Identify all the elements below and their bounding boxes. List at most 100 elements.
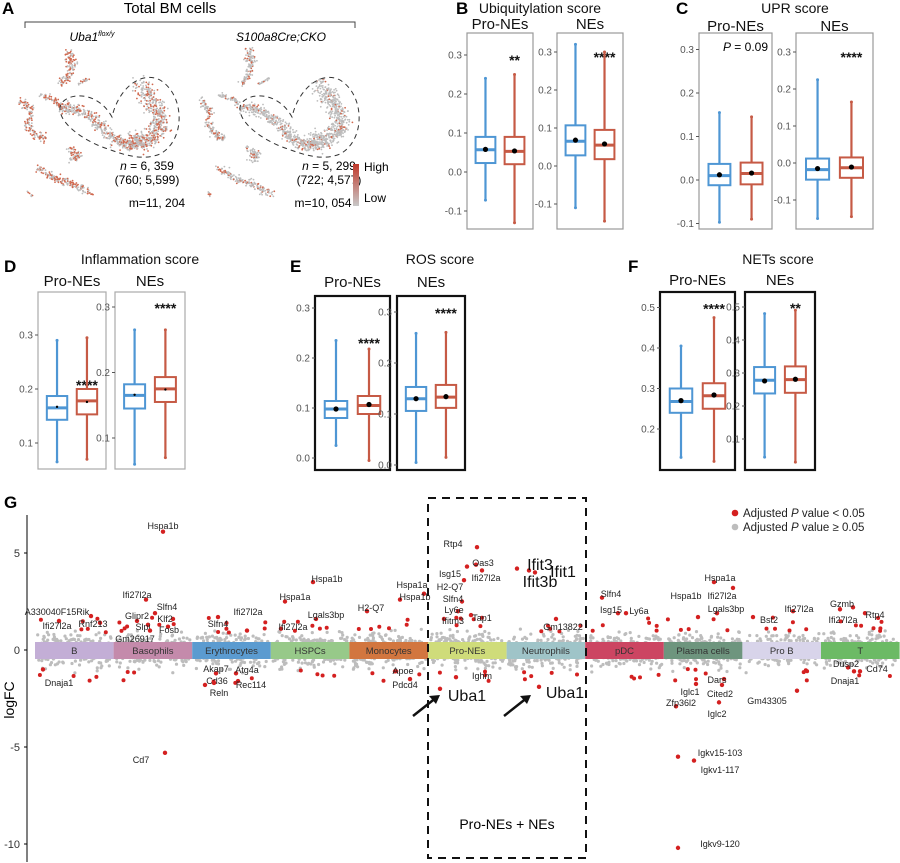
nonsignificant-point bbox=[317, 662, 321, 667]
nonsignificant-point bbox=[84, 638, 89, 642]
umap-cell-point bbox=[55, 99, 58, 101]
umap-cell-point bbox=[155, 111, 158, 114]
panel-letter-g: G bbox=[4, 493, 17, 512]
umap-cell-point bbox=[334, 94, 337, 97]
box-cko bbox=[434, 330, 458, 459]
umap-cell-point bbox=[24, 128, 27, 131]
outlier-point bbox=[85, 457, 89, 461]
umap-cell-point bbox=[320, 146, 323, 149]
umap-cell-point bbox=[114, 140, 116, 143]
umap-cell-point bbox=[341, 117, 344, 120]
umap-cell-point bbox=[226, 98, 229, 101]
umap-cell-point bbox=[333, 137, 336, 140]
umap-cell-point bbox=[147, 150, 149, 152]
y-tick-label: 0.2 bbox=[777, 85, 791, 96]
umap-cell-point bbox=[218, 137, 221, 139]
mean-point bbox=[716, 172, 723, 178]
umap-cell-point bbox=[148, 81, 151, 84]
nonsignificant-point bbox=[366, 638, 371, 642]
umap-cell-point bbox=[165, 126, 168, 128]
umap-cell-point bbox=[143, 94, 146, 97]
umap-cell-point bbox=[157, 130, 160, 133]
umap-cell-point bbox=[74, 159, 77, 162]
mean-point bbox=[85, 400, 89, 404]
nonsignificant-point bbox=[325, 630, 329, 635]
umap-cell-point bbox=[43, 95, 46, 98]
umap-cell-point bbox=[159, 98, 162, 101]
umap-cell-point bbox=[62, 81, 65, 84]
umap-cell-point bbox=[26, 101, 29, 104]
umap-cell-point bbox=[154, 136, 157, 139]
colorbar-low-label: Low bbox=[364, 191, 386, 205]
umap-cell-point bbox=[292, 135, 295, 138]
umap-cell-point bbox=[72, 156, 75, 159]
umap-cell-point bbox=[286, 140, 288, 142]
umap-cell-point bbox=[336, 103, 339, 105]
umap-cell-point bbox=[54, 97, 57, 99]
umap-cell-point bbox=[69, 182, 72, 185]
umap-cell-point bbox=[43, 142, 45, 144]
umap-cell-point bbox=[312, 149, 315, 151]
umap-cell-point bbox=[134, 87, 137, 90]
umap-cell-point bbox=[263, 107, 266, 109]
panel-a-header: Total BM cells bbox=[124, 0, 217, 17]
umap-cell-point bbox=[246, 159, 248, 161]
nonsignificant-point bbox=[477, 632, 481, 636]
umap-cell-point bbox=[345, 121, 348, 124]
umap-cell-point bbox=[137, 93, 140, 96]
umap-cell-point bbox=[129, 139, 132, 142]
umap-cell-point bbox=[338, 96, 341, 99]
umap-cell-point bbox=[257, 115, 260, 118]
umap-cell-point bbox=[153, 89, 156, 92]
umap-cell-point bbox=[139, 84, 142, 86]
nonsignificant-point bbox=[306, 662, 310, 666]
nonsignificant-point bbox=[435, 632, 439, 636]
panel-letter-f: F bbox=[628, 257, 638, 276]
box-cko bbox=[503, 73, 526, 225]
umap-cell-point bbox=[121, 138, 124, 141]
umap-cell-point bbox=[105, 128, 107, 131]
umap-cell-point bbox=[250, 55, 252, 58]
umap-cell-point bbox=[67, 72, 69, 75]
umap-cell-point bbox=[265, 193, 267, 196]
umap-cell-point bbox=[68, 106, 70, 109]
umap-cell-point bbox=[342, 121, 345, 124]
plot-frame bbox=[466, 32, 534, 230]
umap-cell-point bbox=[336, 142, 339, 144]
umap-cell-point bbox=[153, 93, 156, 96]
umap-cell-point bbox=[276, 122, 279, 125]
umap-cell-point bbox=[238, 101, 241, 104]
outlier-point bbox=[750, 217, 754, 221]
umap-cell-point bbox=[255, 153, 258, 156]
umap-cell-point bbox=[165, 118, 168, 121]
umap-cell-point bbox=[208, 195, 211, 198]
umap-cell-point bbox=[248, 114, 251, 117]
umap-cell-point bbox=[136, 97, 138, 100]
umap-cell-point bbox=[144, 141, 147, 144]
umap-cell-point bbox=[219, 94, 221, 96]
umap-cell-point bbox=[74, 64, 76, 66]
umap-cell-point bbox=[36, 134, 38, 136]
umap-cell-point bbox=[248, 178, 251, 181]
umap-cell-point bbox=[287, 131, 289, 134]
umap-cell-point bbox=[205, 123, 208, 126]
umap-cell-point bbox=[338, 102, 341, 105]
nonsignificant-point bbox=[454, 639, 458, 643]
y-tick-label: 0.3 bbox=[96, 303, 110, 314]
nonsignificant-point bbox=[243, 637, 247, 641]
umap-cell-point bbox=[59, 173, 62, 176]
nonsignificant-point bbox=[87, 660, 91, 664]
umap-cell-point bbox=[340, 116, 343, 118]
umap-cell-point bbox=[204, 125, 206, 128]
box-control bbox=[323, 339, 349, 447]
umap-cell-point bbox=[212, 126, 215, 129]
umap-cell-point bbox=[145, 128, 148, 130]
umap-cell-point bbox=[156, 139, 158, 141]
umap-cell-point bbox=[72, 113, 74, 116]
subplot-title: NEs bbox=[766, 272, 794, 289]
nonsignificant-point bbox=[42, 634, 46, 638]
umap-cell-point bbox=[338, 131, 340, 134]
umap-cell-point bbox=[221, 136, 224, 139]
box-control bbox=[474, 76, 497, 202]
nonsignificant-point bbox=[52, 637, 57, 641]
